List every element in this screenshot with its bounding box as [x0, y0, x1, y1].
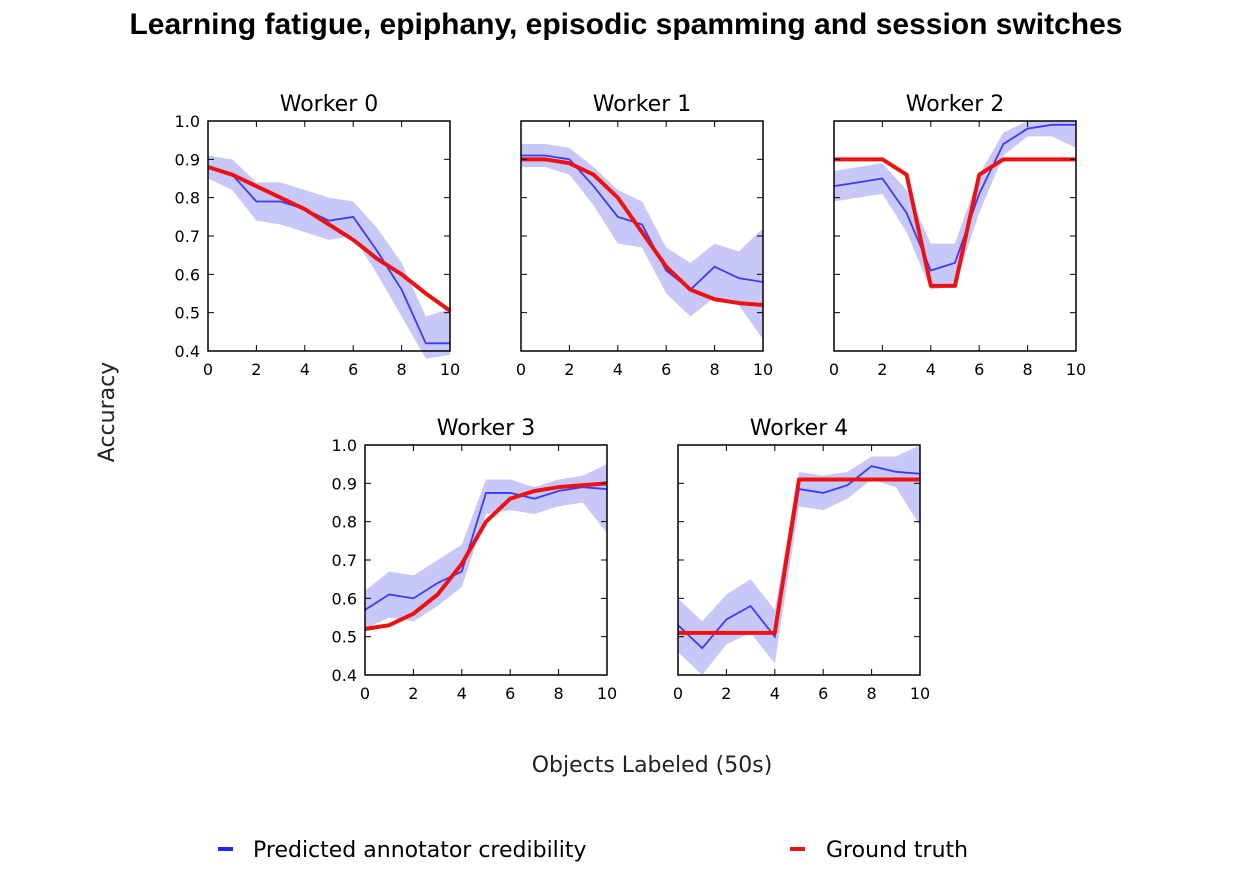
x-tick-label: 10 [753, 360, 773, 379]
x-tick-label: 2 [877, 360, 887, 379]
subplot-title: Worker 3 [437, 416, 536, 441]
y-tick-label: 0.6 [175, 265, 200, 284]
y-tick-label: 0.4 [332, 666, 357, 685]
subplot-title: Worker 0 [280, 92, 379, 117]
subplot-title: Worker 4 [750, 416, 849, 441]
x-tick-label: 0 [360, 684, 370, 703]
x-tick-label: 2 [408, 684, 418, 703]
x-tick-label: 2 [721, 684, 731, 703]
y-tick-label: 0.5 [332, 628, 357, 647]
y-tick-label: 0.6 [332, 589, 357, 608]
x-tick-label: 6 [818, 684, 828, 703]
predicted-credibility-line [833, 123, 1076, 272]
subplot-worker-2: 0 2 4 6 8 10 Worker 2 [829, 92, 1086, 379]
ground-truth-line [207, 165, 452, 313]
y-tick-label: 0.8 [175, 189, 200, 208]
x-tick-label: 0 [673, 684, 683, 703]
y-tick-label: 1.0 [332, 436, 357, 455]
x-tick-label: 6 [505, 684, 515, 703]
predicted-credibility-line [521, 154, 764, 291]
x-tick-label: 10 [597, 684, 617, 703]
ground-truth-line [521, 157, 764, 307]
x-tick-label: 4 [457, 684, 467, 703]
y-tick-label: 0.9 [175, 150, 200, 169]
ground-truth-line [678, 477, 920, 635]
x-tick-label: 10 [1066, 360, 1086, 379]
subplots: 0 2 4 6 8 10 0.4 0.5 0.6 0.7 0.8 0.9 1.0 Worker 0 0 2 4 6… [175, 92, 1087, 703]
x-tick-label: 0 [829, 360, 839, 379]
credibility-band [208, 155, 450, 359]
y-axis-label: Accuracy [95, 362, 120, 462]
chart-title: Learning fatigue, epiphany, episodic spa… [129, 8, 1123, 41]
x-tick-label: 6 [974, 360, 984, 379]
predicted-credibility-line [207, 166, 450, 345]
plot-frame [833, 120, 1077, 352]
x-tick-label: 8 [1023, 360, 1033, 379]
legend: Predicted annotator credibility Ground t… [218, 838, 968, 863]
credibility-band [521, 144, 763, 340]
x-tick-label: 2 [251, 360, 261, 379]
x-tick-label: 10 [910, 684, 930, 703]
subplot-title: Worker 2 [906, 92, 1005, 117]
x-tick-label: 4 [300, 360, 310, 379]
x-tick-label: 10 [440, 360, 460, 379]
predicted-credibility-line [364, 486, 608, 611]
subplot-worker-0: 0 2 4 6 8 10 0.4 0.5 0.6 0.7 0.8 0.9 1.0 Worker 0 [175, 92, 461, 379]
subplot-worker-1: 0 2 4 6 8 10 Worker 1 [516, 92, 773, 379]
ground-truth-line [834, 157, 1076, 288]
x-tick-label: 6 [348, 360, 358, 379]
y-tick-label: 0.8 [332, 513, 357, 532]
subplot-worker-4: 0 2 4 6 8 10 Worker 4 [673, 416, 930, 703]
y-tick-label: 0.5 [175, 304, 200, 323]
y-tick-label: 0.7 [332, 551, 357, 570]
x-tick-label: 8 [554, 684, 564, 703]
y-tick-label: 0.9 [332, 474, 357, 493]
legend-label-predicted: Predicted annotator credibility [253, 838, 587, 863]
x-tick-label: 4 [770, 684, 780, 703]
credibility-band [365, 464, 607, 629]
x-tick-label: 6 [661, 360, 671, 379]
ground-truth-line [364, 481, 608, 631]
x-axis-label: Objects Labeled (50s) [532, 753, 773, 778]
credibility-band [834, 121, 1076, 290]
subplot-title: Worker 1 [593, 92, 692, 117]
y-tick-label: 1.0 [175, 112, 200, 131]
x-tick-label: 4 [926, 360, 936, 379]
x-tick-label: 4 [613, 360, 623, 379]
x-tick-label: 0 [203, 360, 213, 379]
credibility-band [678, 445, 920, 675]
y-tick-label: 0.7 [175, 227, 200, 246]
subplot-worker-3: 0 2 4 6 8 10 0.4 0.5 0.6 0.7 0.8 0.9 1.0 Worker 3 [332, 416, 618, 703]
x-tick-label: 8 [397, 360, 407, 379]
x-tick-label: 2 [564, 360, 574, 379]
x-tick-label: 8 [710, 360, 720, 379]
legend-label-truth: Ground truth [826, 838, 968, 863]
x-tick-label: 0 [516, 360, 526, 379]
x-tick-label: 8 [867, 684, 877, 703]
y-tick-label: 0.4 [175, 342, 200, 361]
